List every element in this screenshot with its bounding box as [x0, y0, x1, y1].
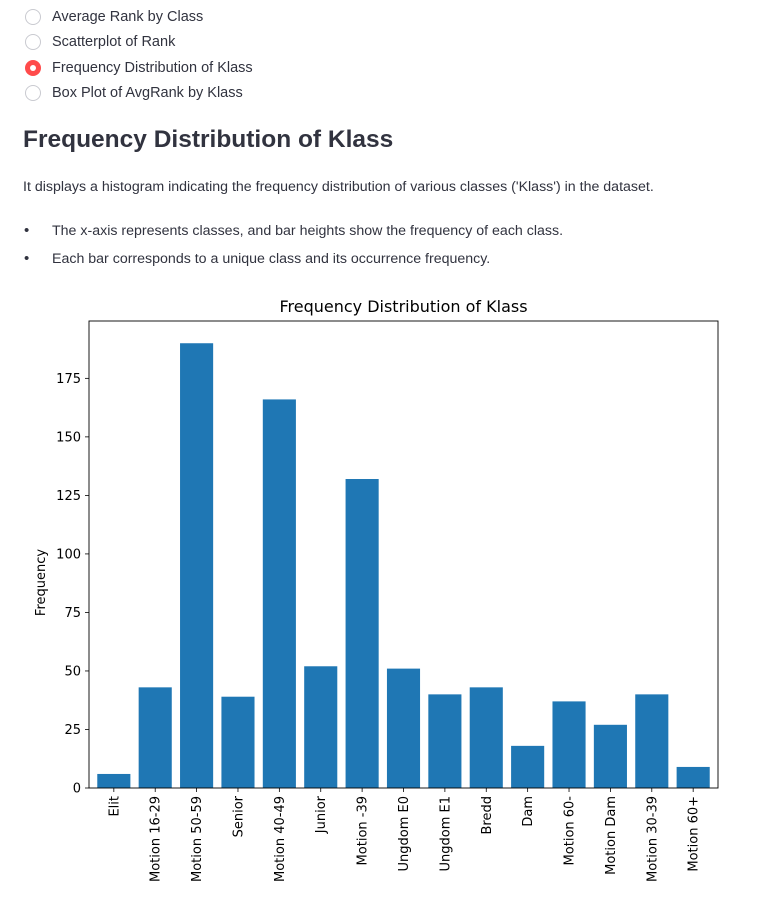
x-tick-label: Ungdom E0: [397, 796, 412, 872]
radio-unselected-icon[interactable]: [25, 8, 41, 25]
bar: [428, 694, 462, 788]
y-tick-label: 100: [56, 547, 81, 562]
bar: [138, 687, 172, 788]
radio-selected-icon[interactable]: [25, 59, 41, 76]
bullet-list: The x-axis represents classes, and bar h…: [23, 221, 563, 277]
bar: [635, 694, 669, 788]
bar: [469, 687, 503, 788]
y-tick-label: 0: [73, 782, 81, 797]
radio-option[interactable]: Box Plot of AvgRank by Klass: [22, 81, 253, 107]
x-tick-label: Bredd: [480, 796, 495, 834]
chart-type-radio-group: Average Rank by Class Scatterplot of Rank…: [22, 4, 253, 106]
bar: [304, 666, 338, 788]
x-tick-label: Motion 30-39: [645, 796, 660, 882]
radio-unselected-icon[interactable]: [25, 34, 41, 51]
chart-title: Frequency Distribution of Klass: [279, 297, 527, 316]
section-description: It displays a histogram indicating the f…: [23, 179, 654, 195]
bar: [386, 668, 421, 788]
radio-option-label: Frequency Distribution of Klass: [52, 59, 253, 76]
y-tick-label: 75: [64, 606, 81, 621]
x-tick-label: Senior: [231, 795, 246, 837]
x-tick-label: Motion Dam: [604, 796, 619, 875]
bar: [511, 745, 545, 788]
bullet-item: The x-axis represents classes, and bar h…: [23, 221, 563, 249]
x-tick-label: Motion 16-29: [149, 796, 164, 882]
x-tick-label: Ungdom E1: [438, 796, 453, 872]
y-tick-label: 25: [64, 723, 81, 738]
y-axis-label: Frequency: [34, 549, 49, 616]
radio-option[interactable]: Average Rank by Class: [22, 4, 253, 30]
x-tick-label: Motion 50-59: [190, 796, 205, 882]
bar: [552, 701, 586, 788]
section-title: Frequency Distribution of Klass: [23, 126, 394, 153]
radio-option[interactable]: Scatterplot of Rank: [22, 30, 253, 56]
bar: [221, 696, 255, 788]
bar-chart: Frequency Distribution of Klass Elit Motio…: [34, 297, 719, 882]
radio-option-label: Average Rank by Class: [52, 8, 204, 25]
radio-option[interactable]: Frequency Distribution of Klass: [22, 55, 253, 81]
x-tick-label: Motion 40-49: [273, 796, 288, 882]
bar: [593, 724, 627, 788]
plot-frame: [88, 320, 719, 789]
y-tick-label: 50: [64, 664, 81, 679]
bar: [676, 766, 710, 788]
radio-option-label: Box Plot of AvgRank by Klass: [52, 85, 243, 102]
radio-unselected-icon[interactable]: [25, 85, 41, 102]
x-tick-label: Dam: [521, 796, 536, 827]
bullet-item: Each bar corresponds to a unique class a…: [23, 249, 563, 277]
x-tick-label: Motion 60+: [687, 796, 702, 872]
bar: [262, 399, 296, 788]
x-tick-label: Motion 60-: [563, 796, 578, 866]
y-tick-label: 175: [56, 372, 81, 387]
y-tick-label: 150: [56, 430, 81, 445]
radio-option-label: Scatterplot of Rank: [52, 34, 176, 51]
bar: [97, 773, 131, 788]
bar: [180, 343, 214, 788]
y-tick-label: 125: [56, 489, 81, 504]
bar: [345, 479, 379, 788]
x-tick-label: Junior: [314, 795, 329, 834]
x-tick-label: Elit: [107, 796, 122, 817]
x-tick-label: Motion -39: [356, 796, 371, 865]
